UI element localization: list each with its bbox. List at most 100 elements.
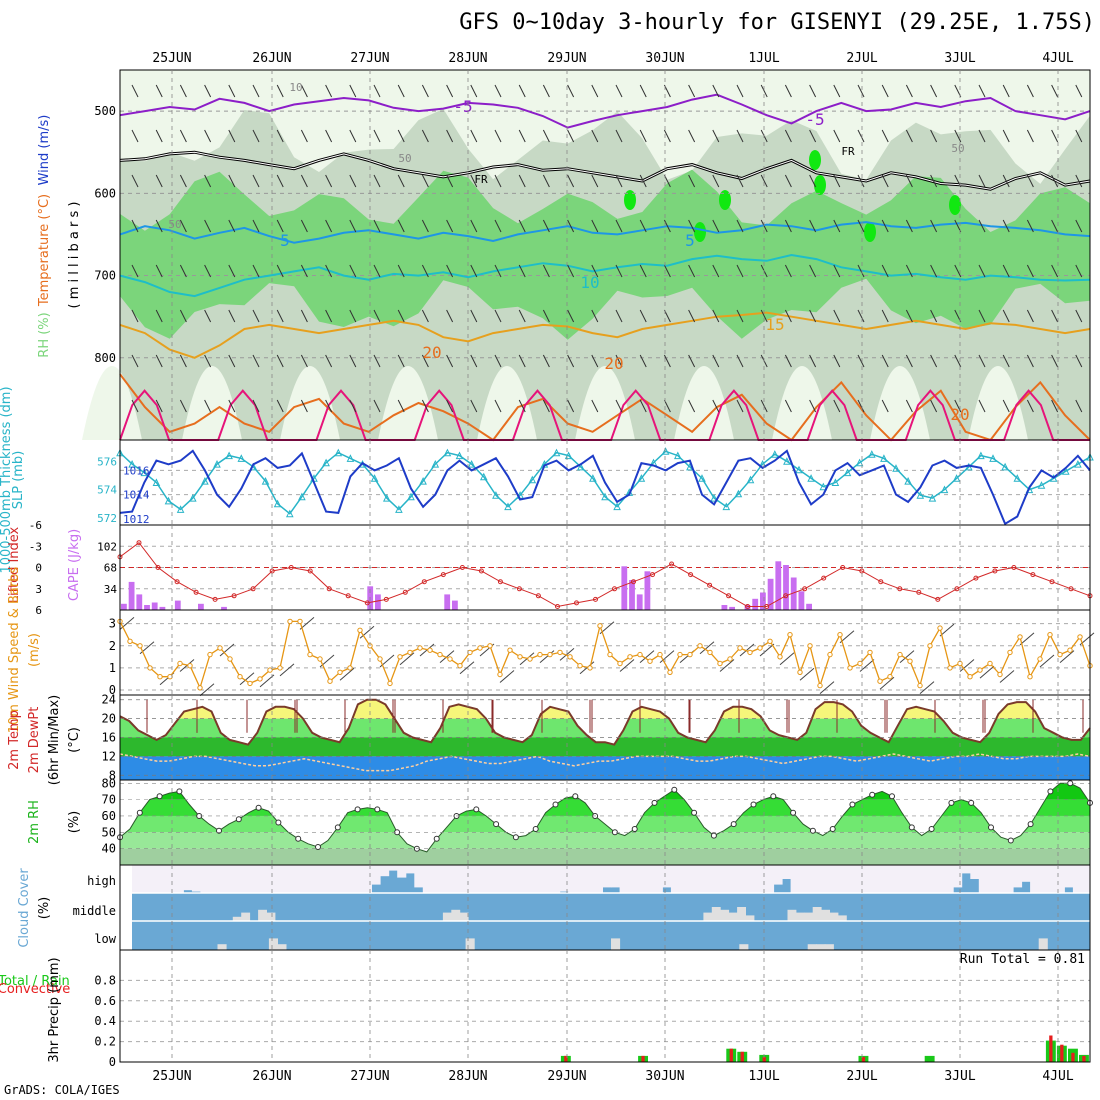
wind-barb-10m (459, 661, 475, 675)
wind-barb (881, 354, 889, 368)
thickness-marker (1074, 459, 1082, 468)
wind-barb (833, 309, 841, 323)
thickness-marker (952, 474, 961, 482)
cloud-high-clear (388, 865, 398, 871)
rh-2m-marker (889, 793, 895, 800)
wind-barb (325, 264, 333, 278)
wind-speed-marker (137, 643, 143, 649)
rh-2m-marker (691, 809, 698, 816)
wind-barb (179, 219, 187, 233)
wind-barb (1002, 174, 1010, 188)
wind-speed-marker (707, 649, 713, 656)
cloud-high-clear (995, 865, 1005, 893)
rh-2m-marker (354, 806, 361, 813)
date-label-top: 26JUN (252, 51, 291, 66)
date-label-bottom: 26JUN (252, 1069, 291, 1084)
y-axis-title: 10m Wind Speed & Barbs (7, 567, 22, 734)
cloud-high-clear (1013, 865, 1023, 888)
wind-speed-marker (347, 665, 353, 671)
rh-2m-marker (829, 826, 836, 832)
y-tick-label: 70 (102, 793, 116, 807)
wind-speed-marker (327, 678, 333, 684)
wind-barb (446, 309, 454, 323)
isotherm-line (119, 221, 1091, 244)
cloud-gap (720, 909, 730, 921)
thickness-marker (843, 468, 852, 477)
cape-bar (221, 606, 227, 610)
lifted-index-marker (745, 604, 751, 609)
y-tick-label: middle (73, 904, 116, 918)
wind-barb (155, 309, 163, 323)
cape-bar (121, 603, 127, 611)
wind-barb (736, 354, 744, 368)
cloud-gap (258, 909, 267, 921)
wind-barb (276, 399, 284, 413)
thickness-marker (237, 454, 246, 462)
y-tick-label: 2 (109, 639, 116, 653)
wind-barb (784, 354, 792, 368)
wind-barb (857, 219, 865, 233)
wind-barb (881, 129, 889, 143)
contour-label: FR (474, 173, 488, 186)
wind-barb-10m (739, 643, 755, 657)
rh-2m-marker (532, 826, 539, 832)
date-label-top: 29JUN (547, 51, 586, 66)
lifted-index-marker (631, 579, 636, 585)
cloud-gap (787, 909, 797, 921)
rh-2m-line (119, 782, 1091, 853)
contour-label: 50 (168, 218, 181, 231)
cloud-high-clear (191, 865, 201, 892)
wind-barb (833, 264, 841, 278)
wind-barb (252, 129, 260, 143)
wind-barb (349, 264, 357, 278)
cloud-high-clear (380, 865, 390, 877)
wind-barb (760, 84, 768, 98)
wind-barb (615, 129, 623, 143)
wind-barb (833, 84, 841, 98)
wind-barb (421, 309, 429, 323)
date-label-bottom: 25JUN (152, 1069, 191, 1084)
y-axis-title: Cloud Cover (17, 868, 32, 948)
wind-barb (905, 84, 913, 98)
wind-barb (930, 309, 938, 323)
cloud-high-clear (226, 865, 236, 893)
cloud-high-clear (448, 865, 458, 893)
wind-barb (373, 309, 381, 323)
wind-barb (1075, 399, 1083, 413)
wind-barb (688, 309, 696, 323)
wind-speed-marker (907, 658, 913, 664)
cape-bar (636, 594, 643, 610)
y-tick-label: low (94, 932, 116, 946)
wind-barb (204, 309, 212, 323)
cloud-high-clear (653, 865, 663, 893)
y-axis-title: (%) (67, 811, 82, 834)
cloud-high-clear (953, 865, 963, 888)
wind-barb-10m (1019, 632, 1035, 646)
wind-barb (567, 84, 575, 98)
cloud-high-clear (559, 865, 569, 892)
wind-barb (1051, 174, 1059, 188)
thickness-marker (225, 451, 233, 460)
wind-speed-marker (587, 665, 593, 671)
wind-speed-marker (1007, 649, 1013, 656)
wind-barb (1051, 399, 1059, 413)
chart-title: GFS 0~10day 3-hourly for GISENYI (29.25E… (459, 10, 1095, 35)
cape-bar (767, 578, 774, 611)
lifted-index-marker (174, 579, 180, 585)
cloud-high-clear (277, 865, 287, 893)
wind-barb (155, 129, 163, 143)
thickness-marker (746, 475, 755, 484)
wind-barb (518, 129, 526, 143)
date-label-bottom: 27JUN (350, 1069, 389, 1084)
wind-barb (446, 84, 454, 98)
credit: GrADS: COLA/IGES (4, 1083, 120, 1097)
wind-barb (784, 219, 792, 233)
wind-speed-marker (397, 654, 403, 660)
cloud-high-clear (585, 865, 595, 893)
thickness-marker (479, 472, 488, 481)
cloud-high-clear (611, 865, 621, 888)
contour-label: 20 (604, 354, 623, 373)
wind-speed-marker (937, 625, 943, 631)
lifted-index-marker (193, 589, 199, 595)
date-label-top: 25JUN (152, 51, 191, 66)
